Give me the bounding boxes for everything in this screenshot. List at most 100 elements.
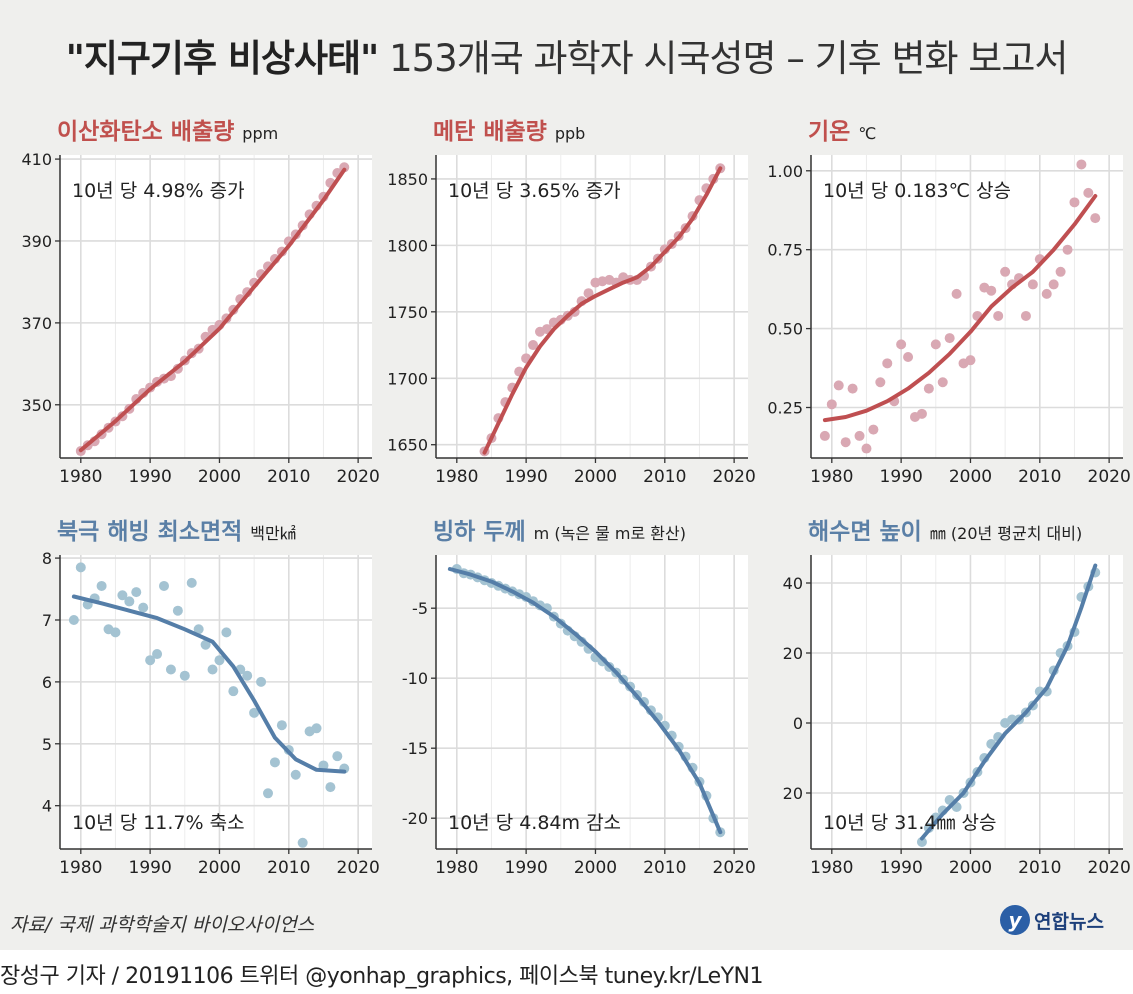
data-point xyxy=(1062,244,1073,255)
chart-glacier: 1980 1990 2000 2010 2020 -20 -15 -10 -5 10년 당 4.8… xyxy=(402,519,756,878)
x-tick-label: 2010 xyxy=(267,467,310,487)
chart-title: 해수면 높이 ㎜ (20년 평균치 대비) xyxy=(808,519,1082,545)
data-point xyxy=(159,580,169,591)
x-tick-label: 2020 xyxy=(337,858,380,878)
trend-annotation: 10년 당 3.65% 증가 xyxy=(448,180,621,202)
yonhap-logo-text: 연합뉴스 xyxy=(1034,910,1104,933)
y-tick-label: 4 xyxy=(42,797,52,816)
data-point xyxy=(1090,213,1101,224)
y-tick-label: 1800 xyxy=(387,236,428,255)
trend-line xyxy=(78,167,347,453)
data-point xyxy=(339,162,350,173)
data-point xyxy=(68,614,79,625)
plot-panel xyxy=(60,555,372,849)
x-tick-label: 1980 xyxy=(435,858,478,878)
trend-annotation: 10년 당 4.98% 증가 xyxy=(72,180,245,202)
x-tick-label: 1990 xyxy=(129,467,172,487)
trend-annotation: 10년 당 4.84m 감소 xyxy=(448,812,621,834)
chart-unit: m (녹은 물 m로 환산) xyxy=(534,524,686,543)
data-point xyxy=(965,355,976,366)
data-point xyxy=(896,339,907,350)
data-point xyxy=(854,430,865,441)
title-emphasis: "지구기후 비상사태" xyxy=(65,37,380,80)
data-point xyxy=(840,437,851,448)
y-tick-label: 20 xyxy=(783,784,803,803)
trend-annotation: 10년 당 0.183℃ 상승 xyxy=(823,180,1011,202)
data-point xyxy=(937,377,948,388)
data-point xyxy=(1041,288,1052,299)
yonhap-logo-icon: y xyxy=(1000,905,1030,935)
data-point xyxy=(290,769,301,780)
data-point xyxy=(131,587,142,598)
x-tick-label: 2000 xyxy=(574,467,617,487)
data-point xyxy=(916,837,927,847)
data-point xyxy=(325,782,336,793)
x-tick-label: 1990 xyxy=(505,467,548,487)
y-tick-label: 0.50 xyxy=(767,320,803,339)
data-point xyxy=(96,580,107,591)
data-point xyxy=(256,676,267,687)
x-tick-label: 1980 xyxy=(59,467,102,487)
data-point xyxy=(138,602,149,613)
chart-methane: 1980 1990 2000 2010 2020 1650 1700 1750 1800 1850… xyxy=(387,119,755,487)
plot-panel xyxy=(436,155,748,458)
data-point xyxy=(923,383,934,394)
x-tick-label: 1990 xyxy=(129,858,172,878)
x-tick-label: 1980 xyxy=(810,467,853,487)
y-tick-label: 1650 xyxy=(387,436,428,455)
data-point xyxy=(528,340,539,351)
plot-panel xyxy=(436,555,748,849)
x-tick-label: 1980 xyxy=(435,467,478,487)
data-point xyxy=(819,430,830,441)
y-tick-label: 5 xyxy=(42,735,52,754)
data-point xyxy=(214,655,225,666)
x-tick-label: 1990 xyxy=(880,858,923,878)
yonhap-logo: y 연합뉴스 xyxy=(1000,905,1104,935)
y-tick-label: 350 xyxy=(21,396,52,415)
data-point xyxy=(986,285,997,296)
x-tick-label: 2020 xyxy=(713,858,756,878)
x-tick-label: 2010 xyxy=(643,858,686,878)
data-point xyxy=(228,686,239,697)
chart-arctic_ice: 1980 1990 2000 2010 2020 4 5 6 7 8 10년 당 11.7% 축소 북… xyxy=(42,519,380,878)
data-point xyxy=(200,639,211,650)
data-point xyxy=(826,399,837,410)
data-point xyxy=(311,723,322,734)
data-point xyxy=(903,352,914,362)
chart-unit: ppb xyxy=(555,124,585,143)
y-tick-label: 390 xyxy=(21,232,52,251)
data-point xyxy=(916,408,927,419)
y-tick-label: 0 xyxy=(793,714,803,733)
x-tick-label: 2010 xyxy=(643,467,686,487)
x-tick-label: 2000 xyxy=(574,858,617,878)
x-tick-label: 1980 xyxy=(59,858,102,878)
chart-title: 북극 해빙 최소면적 백만㎢ xyxy=(57,519,296,545)
x-tick-label: 2020 xyxy=(1088,467,1131,487)
data-point xyxy=(117,590,128,601)
y-tick-label: -20 xyxy=(402,809,428,828)
data-point xyxy=(249,707,260,718)
x-tick-label: 1990 xyxy=(505,858,548,878)
y-tick-label: 0.75 xyxy=(767,241,803,260)
data-point xyxy=(263,788,273,799)
data-point xyxy=(882,358,893,369)
x-tick-label: 1990 xyxy=(880,467,923,487)
y-tick-label: -10 xyxy=(402,669,428,688)
chart-title: 이산화탄소 배출량 ppm xyxy=(57,119,278,145)
data-point xyxy=(179,670,190,681)
plot-panel xyxy=(811,555,1123,849)
data-point xyxy=(1076,159,1087,170)
title-rest: 153개국 과학자 시국성명 – 기후 변화 보고서 xyxy=(378,37,1068,80)
y-tick-label: 1850 xyxy=(387,170,428,189)
chart-unit: ℃ xyxy=(858,124,876,143)
data-point xyxy=(221,627,232,638)
x-tick-label: 2020 xyxy=(337,467,380,487)
data-point xyxy=(1000,266,1011,277)
x-tick-label: 1980 xyxy=(810,858,853,878)
x-tick-label: 2000 xyxy=(198,858,241,878)
trend-line xyxy=(447,567,723,835)
source-note: 자료/ 국제 과학학술지 바이오사이언스 xyxy=(10,914,315,936)
footer-bar xyxy=(0,950,1133,994)
